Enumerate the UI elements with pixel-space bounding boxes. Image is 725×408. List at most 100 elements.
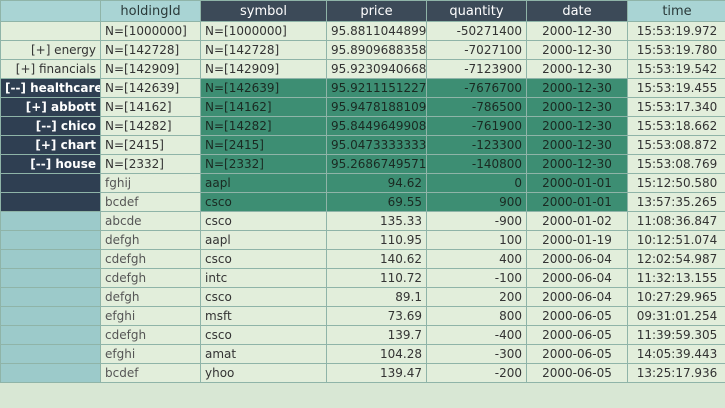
cell-symbol: csco [200, 287, 327, 307]
row-indent [0, 173, 101, 193]
cell-price: 95.881104489995 [326, 21, 427, 41]
column-header-symbol[interactable]: symbol [200, 0, 327, 22]
table-row[interactable]: fghij aapl 94.62 0 2000-01-01 15:12:50.580 [0, 173, 725, 193]
cell-time: 15:53:08.769 [627, 154, 725, 174]
tree-toggle[interactable]: [--] healthcare [0, 78, 101, 98]
table-row[interactable]: abcde csco 135.33 -900 2000-01-02 11:08:36.84… [0, 211, 725, 231]
table-row[interactable]: cdefgh csco 140.62 400 2000-06-04 12:02:54.98… [0, 249, 725, 269]
cell-holdingId: defgh [100, 230, 201, 250]
column-header-time[interactable]: time [627, 0, 725, 22]
cell-quantity: -140800 [426, 154, 527, 174]
cell-symbol: N=[142639] [200, 78, 327, 98]
cell-quantity: 100 [426, 230, 527, 250]
group-row[interactable]: [--] chico N=[14282] N=[14282] 95.844964990… [0, 116, 725, 136]
cell-time: 12:02:54.987 [627, 249, 725, 269]
tree-toggle[interactable]: [+] chart [0, 135, 101, 155]
cell-date: 2000-06-05 [526, 363, 628, 383]
table-row[interactable]: bcdef csco 69.55 900 2000-01-01 13:57:35.265 [0, 192, 725, 212]
tree-toggle[interactable]: [+] energy [0, 40, 101, 60]
cell-quantity: 200 [426, 287, 527, 307]
cell-quantity: -300 [426, 344, 527, 364]
group-row[interactable]: [+] chartN=[2415]N=[2415]95.047333333333… [0, 135, 725, 155]
group-row[interactable]: [--] healthcare N=[142639] N=[142639] 95.92… [0, 78, 725, 98]
group-row[interactable]: [+] abbott N=[14162] N=[14162] 95.947818810… [0, 97, 725, 117]
column-header-date[interactable]: date [526, 0, 628, 22]
cell-symbol: msft [200, 306, 327, 326]
cell-date: 2000-06-04 [526, 268, 628, 288]
cell-symbol: yhoo [200, 363, 327, 383]
row-indent [0, 211, 101, 231]
cell-quantity: -7027100 [426, 40, 527, 60]
row-indent [0, 268, 101, 288]
table-row[interactable]: bcdef yhoo 139.47 -200 2000-06-05 13:25:17.93… [0, 363, 725, 383]
table-row[interactable]: efghi amat 104.28 -300 2000-06-05 14:05:39.44… [0, 344, 725, 364]
column-header-holdingId[interactable]: holdingId [100, 0, 201, 22]
cell-time: 10:27:29.965 [627, 287, 725, 307]
cell-time: 09:31:01.254 [627, 306, 725, 326]
column-header-quantity[interactable]: quantity [426, 0, 527, 22]
cell-quantity: -123300 [426, 135, 527, 155]
cell-quantity: -7123900 [426, 59, 527, 79]
cell-date: 2000-12-30 [526, 59, 628, 79]
tree-toggle[interactable]: [+] financials [0, 59, 101, 79]
cell-holdingId: N=[142728] [100, 40, 201, 60]
table-row[interactable]: cdefgh intc 110.72 -100 2000-06-04 11:32:13.1… [0, 268, 725, 288]
cell-date: 2000-06-04 [526, 287, 628, 307]
cell-price: 95.921115122793 [326, 78, 427, 98]
cell-date: 2000-06-04 [526, 249, 628, 269]
cell-time: 15:53:18.662 [627, 116, 725, 136]
cell-quantity: 800 [426, 306, 527, 326]
cell-symbol: csco [200, 249, 327, 269]
row-indent [0, 306, 101, 326]
table-row[interactable]: defgh aapl 110.95 100 2000-01-19 10:12:51.074 [0, 230, 725, 250]
cell-date: 2000-06-05 [526, 325, 628, 345]
cell-symbol: csco [200, 325, 327, 345]
cell-time: 11:39:59.305 [627, 325, 725, 345]
column-header-price[interactable]: price [326, 0, 427, 22]
cell-symbol: N=[142909] [200, 59, 327, 79]
cell-holdingId: defgh [100, 287, 201, 307]
tree-toggle[interactable]: [+] abbott [0, 97, 101, 117]
tree-toggle[interactable]: [--] house [0, 154, 101, 174]
cell-symbol: N=[14162] [200, 97, 327, 117]
cell-price: 110.95 [326, 230, 427, 250]
table-row[interactable]: efghi msft 73.69 800 2000-06-05 09:31:01.254 [0, 306, 725, 326]
cell-holdingId: N=[2415] [100, 135, 201, 155]
cell-date: 2000-06-05 [526, 306, 628, 326]
group-row[interactable]: [+] financials N=[142909] N=[142909] 95.923… [0, 59, 725, 79]
cell-date: 2000-01-01 [526, 173, 628, 193]
cell-quantity: -50271400 [426, 21, 527, 41]
cell-symbol: N=[1000000] [200, 21, 327, 41]
group-row[interactable]: [+] energy N=[142728] N=[142728] 95.8909688… [0, 40, 725, 60]
cell-price: 89.1 [326, 287, 427, 307]
cell-holdingId: N=[142639] [100, 78, 201, 98]
cell-holdingId: cdefgh [100, 268, 201, 288]
cell-holdingId: fghij [100, 173, 201, 193]
cell-time: 15:53:17.340 [627, 97, 725, 117]
cell-price: 95.890968835828 [326, 40, 427, 60]
cell-holdingId: bcdef [100, 192, 201, 212]
tree-toggle[interactable] [0, 21, 101, 41]
table-row[interactable]: defgh csco 89.1 200 2000-06-04 10:27:29.965 [0, 287, 725, 307]
cell-time: 15:53:19.455 [627, 78, 725, 98]
table-row[interactable]: cdefgh csco 139.7 -400 2000-06-05 11:39:59.30… [0, 325, 725, 345]
cell-holdingId: N=[14162] [100, 97, 201, 117]
cell-price: 104.28 [326, 344, 427, 364]
cell-date: 2000-12-30 [526, 78, 628, 98]
cell-quantity: -7676700 [426, 78, 527, 98]
cell-date: 2000-01-02 [526, 211, 628, 231]
cell-symbol: N=[2332] [200, 154, 327, 174]
cell-price: 95.947818810902 [326, 97, 427, 117]
group-row[interactable]: [--] houseN=[2332]N=[2332]95.26867495711… [0, 154, 725, 174]
cell-date: 2000-12-30 [526, 154, 628, 174]
tree-toggle[interactable]: [--] chico [0, 116, 101, 136]
cell-holdingId: N=[142909] [100, 59, 201, 79]
cell-holdingId: efghi [100, 344, 201, 364]
data-grid: holdingId symbol price quantity date tim… [0, 0, 725, 383]
cell-quantity: -100 [426, 268, 527, 288]
group-row[interactable]: N=[1000000]N=[1000000]95.881104489995-50… [0, 21, 725, 41]
cell-time: 13:25:17.936 [627, 363, 725, 383]
cell-date: 2000-12-30 [526, 21, 628, 41]
row-indent [0, 344, 101, 364]
cell-time: 15:53:19.542 [627, 59, 725, 79]
